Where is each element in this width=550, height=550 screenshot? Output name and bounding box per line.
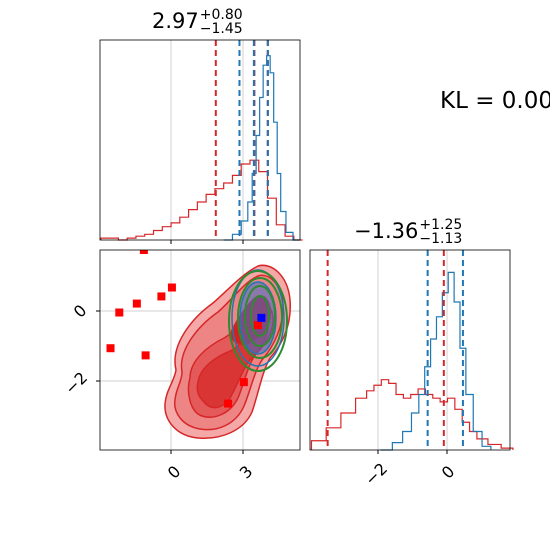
- red-point: [224, 399, 233, 408]
- joint-points: [106, 250, 266, 408]
- kl-label: KL = 0.00: [440, 88, 550, 114]
- x-tick-label: 0: [438, 462, 459, 483]
- x-tick-label: −2: [361, 459, 391, 489]
- blue-hist-line: [380, 271, 492, 451]
- y-tick-label: 0: [70, 301, 91, 322]
- x-tick-label: 0: [164, 462, 185, 483]
- title-minus: −1.13: [419, 231, 463, 247]
- red-point: [141, 351, 150, 360]
- red-point: [157, 292, 166, 301]
- marginal-2-title: −1.36 +1.25 −1.13: [354, 218, 462, 246]
- red-hist-line: [100, 159, 303, 241]
- x-tick-label: 3: [236, 462, 257, 483]
- green-contours: [228, 270, 288, 372]
- green-contour: [250, 295, 270, 337]
- red-point: [167, 283, 176, 292]
- marginal-1-frame: [99, 39, 301, 241]
- green-contour: [237, 277, 283, 359]
- title-plus: +0.80: [199, 7, 243, 23]
- marginal-1-panel: [99, 39, 303, 244]
- red-point: [253, 321, 262, 329]
- red-point: [106, 344, 115, 353]
- joint-panel: 0 3 0 −2: [61, 249, 301, 483]
- green-contour: [244, 285, 276, 347]
- marginal-1-red-hist: [100, 159, 303, 241]
- red-point: [239, 378, 248, 387]
- marginal-2-quantile-lines: [326, 250, 464, 450]
- joint-frame: [99, 249, 301, 451]
- title-plus: +1.25: [419, 217, 463, 233]
- marginal-1-quantile-lines: [214, 40, 269, 240]
- green-contour: [228, 270, 288, 372]
- marginal-2-frame: [309, 249, 511, 451]
- marginal-2-blue-hist: [380, 271, 492, 451]
- marginal-1-title: 2.97 +0.80 −1.45: [152, 8, 243, 36]
- red-point: [115, 308, 124, 317]
- blue-hist-line: [223, 55, 300, 241]
- red-point: [132, 299, 141, 308]
- red-point: [139, 250, 148, 254]
- y-tick-label: −2: [61, 368, 91, 398]
- title-value: −1.36: [354, 219, 419, 243]
- title-minus: −1.45: [199, 21, 243, 37]
- marginal-2-red-hist: [310, 379, 514, 450]
- marginal-2-panel: −2 0: [309, 249, 514, 489]
- marginal-1-blue-hist: [223, 55, 300, 241]
- blue-point: [257, 313, 266, 322]
- red-hist-line: [310, 379, 514, 450]
- title-value: 2.97: [152, 9, 199, 33]
